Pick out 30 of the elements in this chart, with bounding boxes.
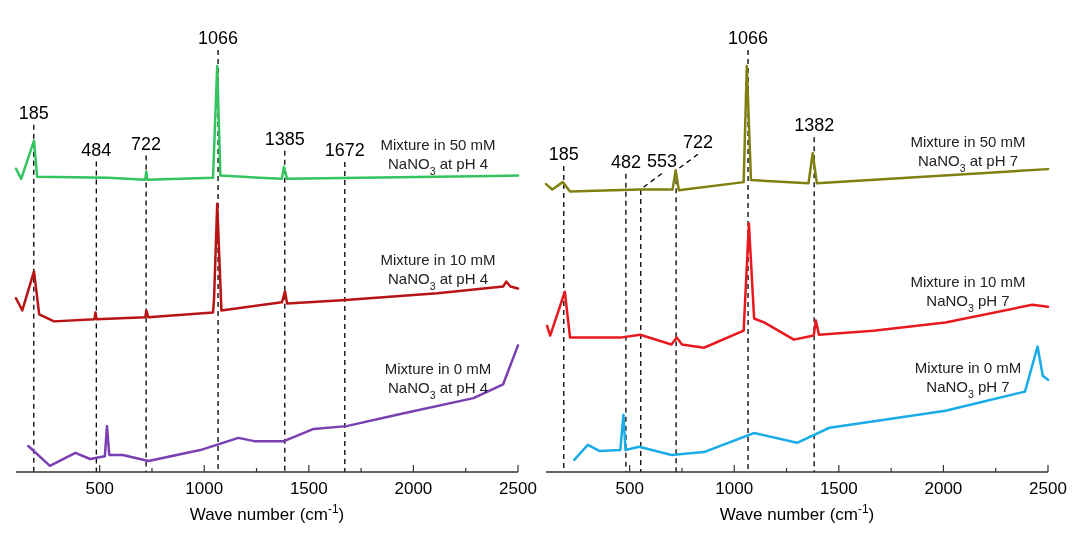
- x-axis-title: Wave number (cm$^{-1}$): [719, 502, 875, 524]
- ref-line-label: 482: [610, 151, 641, 172]
- ref-line-label: 722: [131, 133, 162, 154]
- ref-line-label: 553: [646, 151, 677, 172]
- x-tick-label: 2500: [499, 479, 537, 498]
- x-tick-label: 2500: [1029, 479, 1067, 498]
- x-tick-label: 500: [615, 479, 644, 498]
- x-tick-label: 2000: [394, 479, 433, 498]
- series-label: Mixture in 0 mM NaNO$_{3}$ at pH 4: [384, 360, 492, 402]
- series-label: Mixture in 10 mM NaNO$_{3}$ at pH 4: [380, 250, 496, 292]
- x-tick-label: 1500: [289, 479, 328, 498]
- ref-line-label: 1066: [198, 28, 239, 48]
- x-tick-label: 1000: [185, 479, 224, 498]
- ref-line-label: 1066: [728, 28, 769, 48]
- ref-line-label: 1382: [794, 115, 835, 136]
- ref-line-label: 185: [548, 144, 579, 165]
- series-label: Mixture in 0 mM NaNO$_{3}$ pH 7: [914, 359, 1022, 401]
- series-label: Mixture in 10 mM NaNO$_{3}$ pH 7: [910, 272, 1026, 314]
- x-tick-label: 500: [85, 479, 114, 498]
- series-label: Mixture in 50 mM NaNO$_{3}$ at pH 7: [910, 132, 1026, 174]
- series-label: Mixture in 50 mM NaNO$_{3}$ at pH 4: [380, 136, 496, 178]
- ref-line-label: 722: [682, 132, 713, 153]
- x-tick-label: 1500: [819, 479, 858, 498]
- x-tick-label: 2000: [924, 479, 963, 498]
- x-tick-label: 1000: [715, 479, 754, 498]
- ref-line-label: 484: [81, 139, 112, 160]
- ref-line-label: 1672: [324, 140, 365, 161]
- ref-line-label: 1385: [264, 128, 305, 149]
- ref-line-label: 185: [18, 102, 49, 123]
- x-axis-title: Wave number (cm$^{-1}$): [189, 502, 345, 524]
